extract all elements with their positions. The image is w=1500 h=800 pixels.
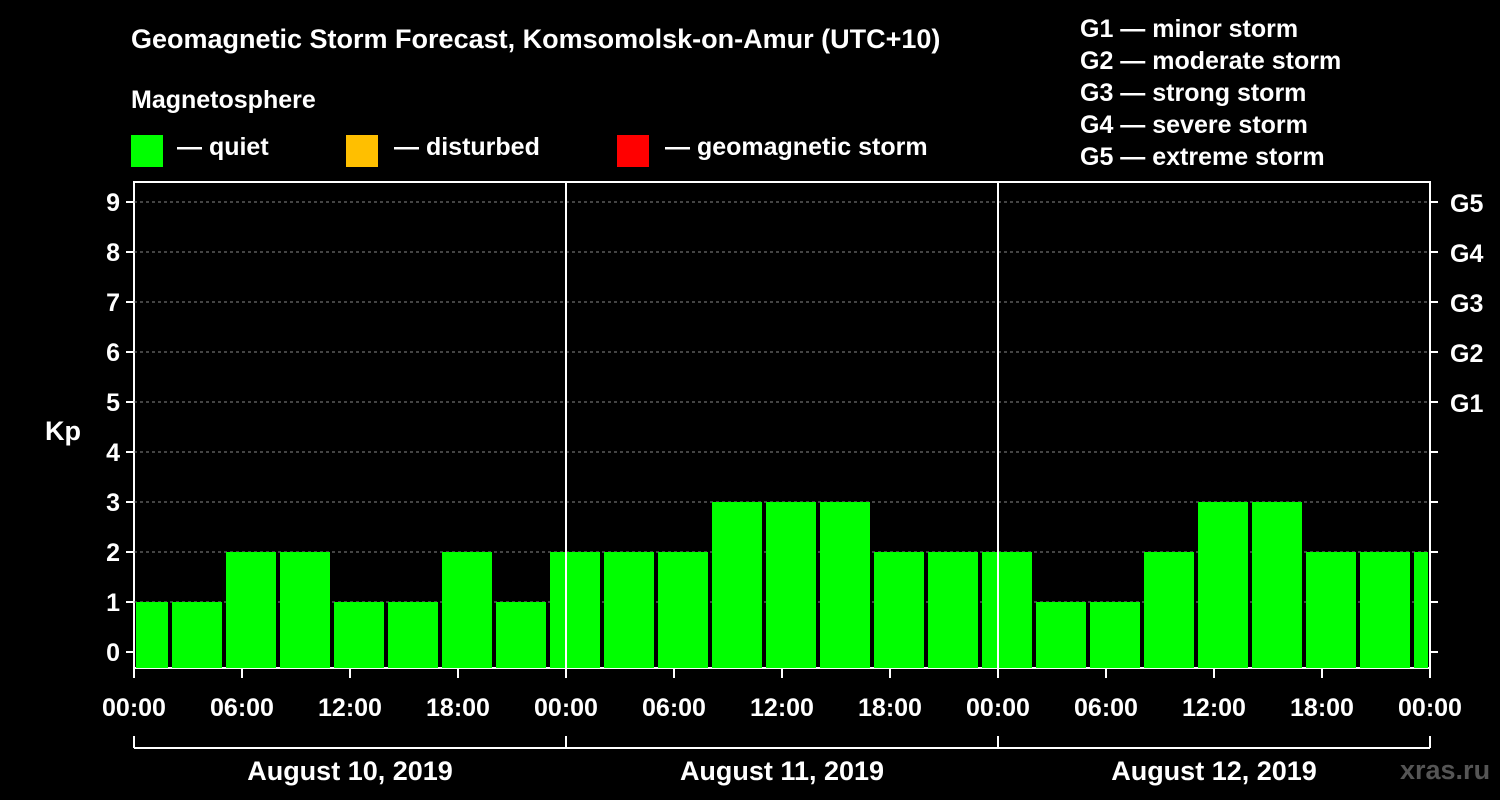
x-tick-label: 00:00 — [966, 694, 1030, 722]
kp-bar — [550, 552, 600, 668]
kp-bar — [1198, 502, 1248, 668]
day-label: August 11, 2019 — [680, 756, 884, 786]
chart-title: Geomagnetic Storm Forecast, Komsomolsk-o… — [131, 24, 941, 54]
x-tick-label: 00:00 — [1398, 694, 1462, 722]
kp-bar — [388, 602, 438, 668]
x-tick-label: 12:00 — [1182, 694, 1246, 722]
kp-bar — [658, 552, 708, 668]
y-axis-label: Kp — [45, 416, 81, 446]
x-tick-label: 18:00 — [426, 694, 490, 722]
kp-bar — [1144, 552, 1194, 668]
g-level-label-G3: G3 — [1450, 290, 1483, 318]
legend-swatch-disturbed — [346, 135, 378, 167]
kp-bar — [928, 552, 978, 668]
y-tick-label-5: 5 — [106, 389, 120, 417]
kp-bar — [982, 552, 1032, 668]
kp-bar — [1252, 502, 1302, 668]
g-scale-g4: G4 — severe storm — [1080, 111, 1308, 139]
g-scale-g2: G2 — moderate storm — [1080, 47, 1342, 75]
g-level-label-G5: G5 — [1450, 190, 1483, 218]
g-level-label-G1: G1 — [1450, 390, 1483, 418]
kp-bar — [1360, 552, 1410, 668]
kp-bar — [766, 502, 816, 668]
legend-swatch-storm — [617, 135, 649, 167]
y-tick-label-1: 1 — [106, 589, 120, 617]
x-tick-label: 00:00 — [102, 694, 166, 722]
legend-label-storm: — geomagnetic storm — [665, 133, 928, 161]
kp-bar — [1090, 602, 1140, 668]
kp-bar — [1036, 602, 1086, 668]
x-tick-label: 06:00 — [210, 694, 274, 722]
legend-label-quiet: — quiet — [177, 133, 269, 161]
day-label: August 10, 2019 — [247, 756, 453, 786]
y-tick-label-3: 3 — [106, 489, 120, 517]
legend-swatch-quiet — [131, 135, 163, 167]
kp-bar — [172, 602, 222, 668]
y-tick-label-8: 8 — [106, 239, 120, 267]
y-tick-label-9: 9 — [106, 189, 120, 217]
kp-bar — [226, 552, 276, 668]
x-tick-label: 18:00 — [1290, 694, 1354, 722]
kp-bar — [496, 602, 546, 668]
kp-bar — [1306, 552, 1356, 668]
kp-bar — [874, 552, 924, 668]
x-tick-label: 06:00 — [1074, 694, 1138, 722]
kp-bar — [280, 552, 330, 668]
legend-label-disturbed: — disturbed — [394, 133, 540, 161]
x-tick-label: 06:00 — [642, 694, 706, 722]
y-tick-label-0: 0 — [106, 639, 120, 667]
watermark: xras.ru — [1400, 755, 1491, 785]
magnetosphere-subtitle: Magnetosphere — [131, 86, 316, 114]
g-level-label-G4: G4 — [1450, 240, 1483, 268]
y-tick-label-6: 6 — [106, 339, 120, 367]
g-level-label-G2: G2 — [1450, 340, 1483, 368]
kp-bar — [136, 602, 168, 668]
y-tick-label-7: 7 — [106, 289, 120, 317]
g-scale-g3: G3 — strong storm — [1080, 79, 1307, 107]
y-tick-label-2: 2 — [106, 539, 120, 567]
kp-bar — [604, 552, 654, 668]
day-label: August 12, 2019 — [1111, 756, 1317, 786]
kp-bar — [820, 502, 870, 668]
kp-bar — [442, 552, 492, 668]
x-tick-label: 12:00 — [318, 694, 382, 722]
y-tick-label-4: 4 — [106, 439, 120, 467]
g-scale-g1: G1 — minor storm — [1080, 15, 1299, 43]
kp-bar — [1414, 552, 1428, 668]
kp-bar — [712, 502, 762, 668]
x-tick-label: 00:00 — [534, 694, 598, 722]
g-scale-g5: G5 — extreme storm — [1080, 143, 1325, 171]
x-tick-label: 18:00 — [858, 694, 922, 722]
x-tick-label: 12:00 — [750, 694, 814, 722]
kp-bar — [334, 602, 384, 668]
